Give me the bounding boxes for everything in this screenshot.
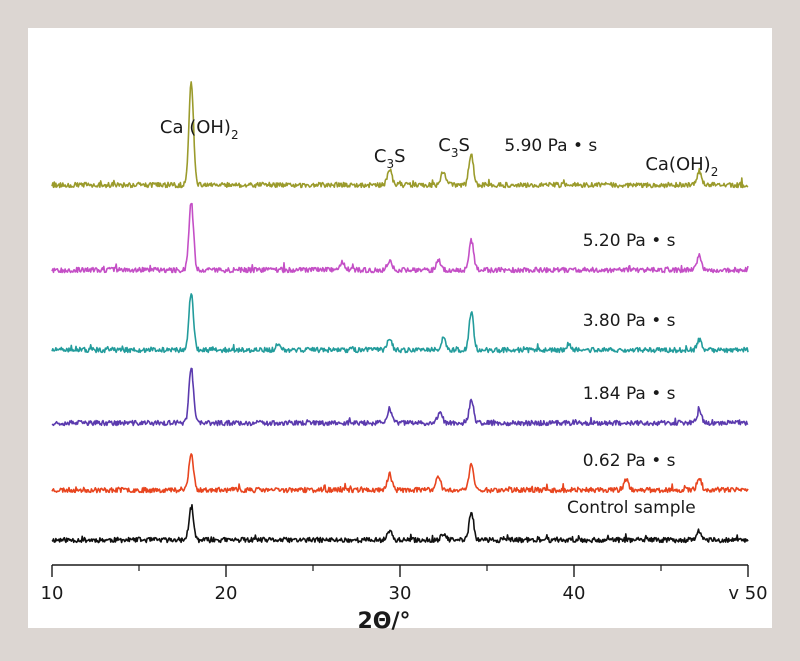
peak-annotation-2: C3S xyxy=(374,146,406,171)
series-label-3-80-pa-s: 3.80 Pa • s xyxy=(583,311,676,331)
series-label-5-20-pa-s: 5.20 Pa • s xyxy=(583,231,676,251)
series-label-1-84-pa-s: 1.84 Pa • s xyxy=(583,384,676,404)
x-tick-label-20: 20 xyxy=(215,583,238,604)
series-line-5-90-pa-s xyxy=(51,81,749,189)
x-tick-label-40: 40 xyxy=(563,583,586,604)
series-label-0-62-pa-s: 0.62 Pa • s xyxy=(583,451,676,471)
x-tick-label-10: 10 xyxy=(41,583,64,604)
plot-area xyxy=(28,28,772,628)
peak-annotation-3: C3S xyxy=(438,135,470,160)
peak-annotation-1: Ca (OH)2 xyxy=(160,117,239,142)
peak-annotation-4: Ca(OH)2 xyxy=(645,154,718,179)
x-tick-label-50: v 50 xyxy=(728,583,767,604)
series-line-3-80-pa-s xyxy=(51,293,749,354)
series-label-control-sample: Control sample xyxy=(567,498,696,518)
series-label-5-90-pa-s: 5.90 Pa • s xyxy=(504,136,597,156)
series-line-control-sample xyxy=(51,503,749,544)
x-axis: 10 20 30 40 v 50 xyxy=(41,564,768,604)
series-line-5-20-pa-s xyxy=(51,202,749,274)
series-layer xyxy=(51,81,749,544)
series-line-0-62-pa-s xyxy=(51,453,749,494)
label-layer: Control sample 0.62 Pa • s 1.84 Pa • s 3.80… xyxy=(160,117,718,518)
x-tick-label-30: 30 xyxy=(389,583,412,604)
x-axis-title: 2Θ/° xyxy=(357,609,410,634)
series-line-1-84-pa-s xyxy=(51,367,749,427)
